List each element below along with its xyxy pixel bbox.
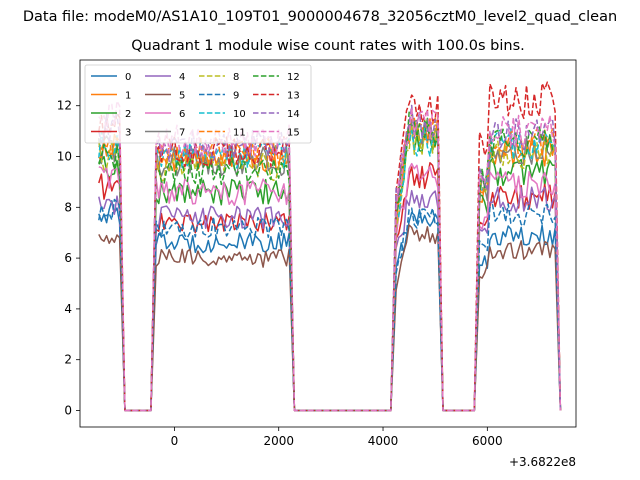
legend-label-11: 11 [233,128,246,139]
series-line-9 [98,198,562,412]
y-axis: 0 2 4 6 8 10 12 [57,99,80,417]
y-tick-label: 10 [57,150,72,164]
series-line-1 [98,115,562,412]
x-tick-label: 2000 [263,434,294,448]
y-tick-label: 6 [64,251,72,265]
y-tick-label: 0 [64,403,72,417]
x-axis: 0 2000 4000 6000 [171,427,503,448]
legend-label-10: 10 [233,109,246,120]
x-axis-offset-label: +3.6822e8 [509,455,576,469]
legend-label-7: 7 [179,128,185,139]
y-tick-label: 4 [64,302,72,316]
legend-label-8: 8 [233,72,239,83]
legend-label-14: 14 [287,109,300,120]
y-tick-label: 12 [57,99,72,113]
y-tick-label: 8 [64,200,72,214]
legend-label-5: 5 [179,91,185,102]
legend-label-2: 2 [125,109,131,120]
plot-title: Quadrant 1 module wise count rates with … [131,38,525,54]
figure-suptitle: Data file: modeM0/AS1A10_109T01_90000046… [23,9,617,25]
legend-label-0: 0 [125,72,131,83]
axes-frame [79,59,577,428]
legend-label-1: 1 [125,91,131,102]
series-line-0 [98,200,562,412]
series-line-13 [98,81,562,412]
legend-label-9: 9 [233,91,239,102]
legend-label-12: 12 [287,72,300,83]
legend-label-6: 6 [179,109,185,120]
x-tick-label: 4000 [368,434,399,448]
series-line-6 [98,162,562,412]
legend-label-13: 13 [287,91,300,102]
series-line-8 [98,121,562,412]
series-line-12 [98,111,562,412]
series-line-5 [98,224,562,412]
series-layer [98,81,562,412]
y-tick-label: 2 [64,353,72,367]
legend-label-4: 4 [179,72,185,83]
series-line-7 [98,119,562,412]
series-line-2 [98,120,562,412]
legend-label-15: 15 [287,128,300,139]
x-tick-label: 0 [171,434,179,448]
x-tick-label: 6000 [472,434,503,448]
legend-box [84,64,312,144]
legend-label-3: 3 [125,128,131,139]
